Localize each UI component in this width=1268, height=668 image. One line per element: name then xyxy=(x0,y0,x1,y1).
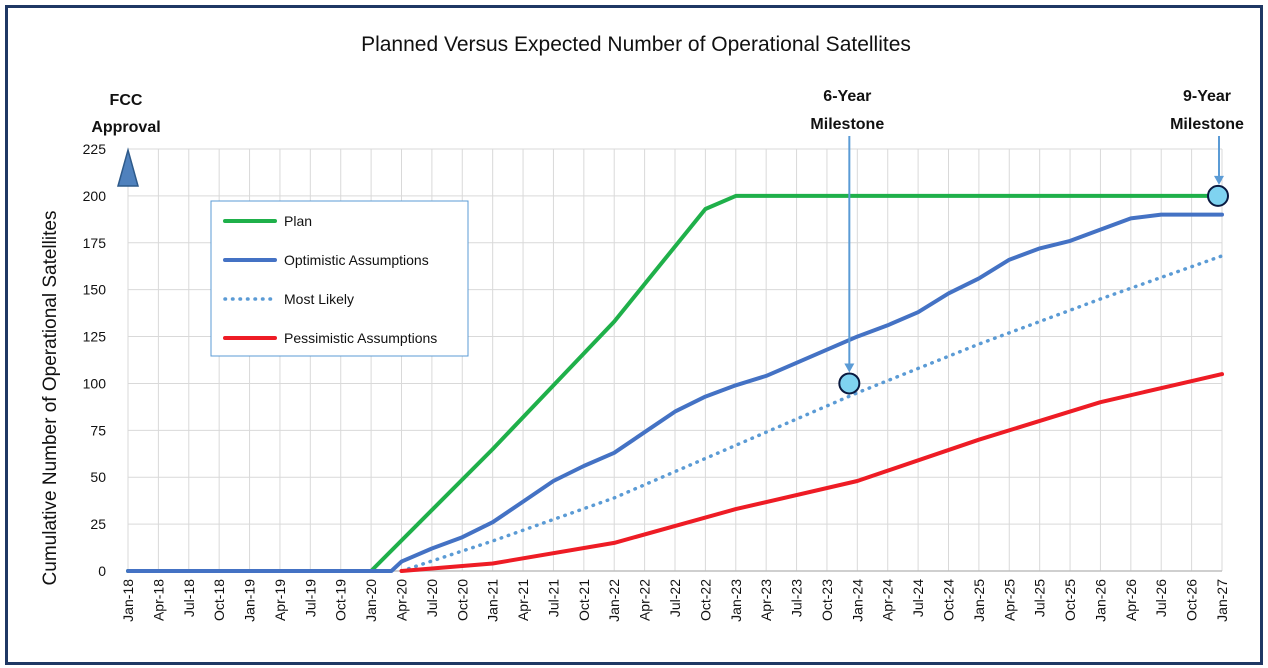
x-tick-label: Jan-20 xyxy=(363,579,379,622)
y-tick-label: 0 xyxy=(98,563,106,579)
x-tick-label: Apr-20 xyxy=(394,579,410,621)
x-tick-label: Jul-20 xyxy=(424,579,440,617)
series-group xyxy=(126,193,1224,573)
legend-label: Optimistic Assumptions xyxy=(284,252,429,268)
y-tick-label: 175 xyxy=(83,235,107,251)
x-tick-label: Oct-23 xyxy=(819,579,835,621)
x-tick-labels: Jan-18 Apr-18 Jul-18 Oct-18 Jan-19 Apr-19 Jul-… xyxy=(120,579,1230,622)
x-tick-label: Oct-25 xyxy=(1062,579,1078,621)
x-tick-label: Jan-23 xyxy=(728,579,744,622)
x-tick-label: Oct-18 xyxy=(211,579,227,621)
series-line-pessimistic-assumptions xyxy=(399,372,1224,573)
y-tick-label: 75 xyxy=(90,422,106,438)
x-tick-label: Jul-19 xyxy=(302,579,318,617)
x-tick-label: Oct-21 xyxy=(576,579,592,621)
x-tick-label: Jan-25 xyxy=(971,579,987,622)
y-tick-label: 200 xyxy=(83,188,107,204)
annotations-group: FCC Approval 6-Year Milestone 9-Year Mileston… xyxy=(91,88,1244,395)
x-tick-label: Jan-18 xyxy=(120,579,136,622)
annotation: 9-Year Milestone xyxy=(1170,88,1244,207)
legend-label: Pessimistic Assumptions xyxy=(284,330,437,346)
series-line-most-likely xyxy=(399,254,1224,573)
annotation-label-line2: Milestone xyxy=(810,116,884,133)
annotation-label-line1: 9-Year xyxy=(1183,88,1231,105)
x-tick-label: Apr-19 xyxy=(272,579,288,621)
legend-box xyxy=(210,200,469,357)
milestone-arrowhead-icon xyxy=(1214,175,1224,185)
x-tick-label: Jul-18 xyxy=(181,579,197,617)
series-line-optimistic-assumptions xyxy=(126,212,1224,573)
y-tick-label: 25 xyxy=(90,516,106,532)
x-tick-label: Oct-24 xyxy=(941,579,957,621)
x-tick-label: Oct-20 xyxy=(454,579,470,621)
x-tick-label: Jan-27 xyxy=(1214,579,1230,622)
x-tick-label: Jan-22 xyxy=(606,579,622,622)
annotation: FCC Approval xyxy=(91,92,161,187)
x-tick-label: Jan-26 xyxy=(1092,579,1108,622)
x-tick-label: Apr-22 xyxy=(637,579,653,621)
x-tick-label: Apr-18 xyxy=(150,579,166,621)
y-tick-labels: 0 25 50 75 100 125 150 175 200 225 xyxy=(83,141,107,579)
x-tick-label: Jan-21 xyxy=(485,579,501,622)
legend-label: Most Likely xyxy=(284,291,354,307)
y-tick-label: 150 xyxy=(83,282,107,298)
fcc-approval-triangle-icon xyxy=(117,147,139,187)
annotation-label-line2: Approval xyxy=(91,119,160,136)
milestone-marker-icon xyxy=(1207,184,1229,207)
x-tick-label: Jul-22 xyxy=(667,579,683,617)
x-tick-label: Jul-25 xyxy=(1032,579,1048,617)
annotation-label-line1: 6-Year xyxy=(823,88,871,105)
annotation: 6-Year Milestone xyxy=(810,88,884,395)
milestone-arrowhead-icon xyxy=(844,363,855,373)
x-tick-label: Jan-24 xyxy=(849,579,865,622)
x-tick-label: Jul-24 xyxy=(910,579,926,617)
x-tick-label: Apr-25 xyxy=(1001,579,1017,621)
x-tick-label: Oct-19 xyxy=(333,579,349,621)
x-tick-label: Apr-21 xyxy=(515,579,531,621)
y-tick-label: 100 xyxy=(83,375,107,391)
y-axis-label: Cumulative Number of Operational Satelli… xyxy=(40,211,61,586)
x-tick-label: Oct-22 xyxy=(697,579,713,621)
x-tick-label: Apr-23 xyxy=(758,579,774,621)
milestone-marker-icon xyxy=(838,372,861,395)
x-tick-label: Oct-26 xyxy=(1184,579,1200,621)
x-tick-label: Jul-26 xyxy=(1153,579,1169,617)
x-tick-label: Apr-24 xyxy=(880,579,896,621)
y-tick-label: 125 xyxy=(83,329,107,345)
legend-label: Plan xyxy=(284,213,312,229)
legend: Plan Optimistic Assumptions Most Likely Pes… xyxy=(210,200,469,357)
x-tick-label: Jan-19 xyxy=(242,579,258,622)
chart-title: Planned Versus Expected Number of Operat… xyxy=(361,33,911,56)
x-tick-label: Apr-26 xyxy=(1123,579,1139,621)
annotation-label-line2: Milestone xyxy=(1170,116,1244,133)
y-tick-label: 225 xyxy=(83,141,107,157)
x-tick-label: Jul-21 xyxy=(545,579,561,617)
x-tick-label: Jul-23 xyxy=(789,579,805,617)
annotation-label-line1: FCC xyxy=(110,92,143,109)
y-tick-label: 50 xyxy=(90,469,106,485)
